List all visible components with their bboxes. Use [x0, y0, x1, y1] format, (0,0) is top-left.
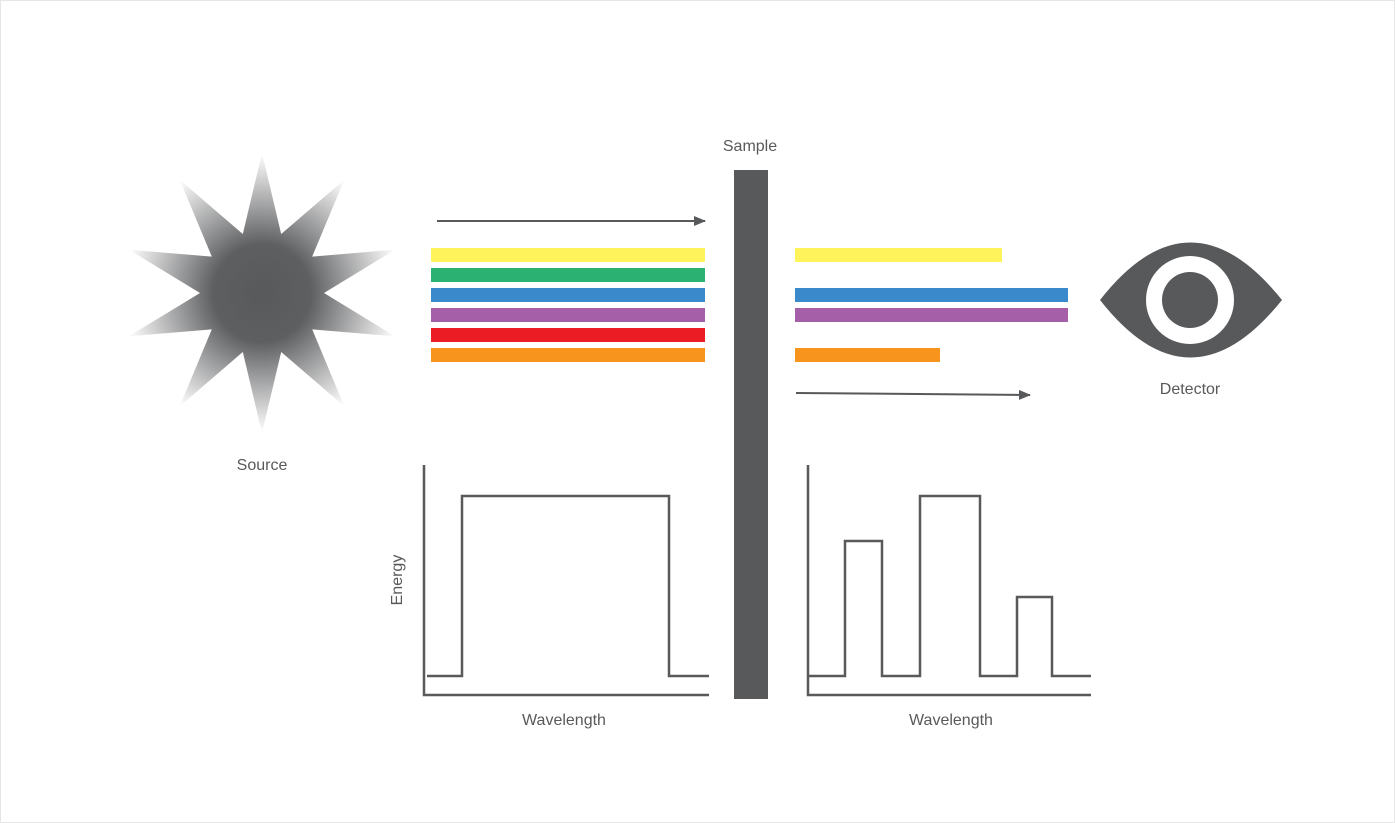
incident-bands: [431, 248, 705, 362]
band: [795, 348, 940, 362]
band: [431, 308, 705, 322]
detector-label: Detector: [1160, 381, 1221, 398]
axes: [422, 465, 709, 697]
pupil: [1162, 272, 1218, 328]
spectrum-line: [808, 494, 1091, 678]
sample-bar: [734, 170, 768, 699]
x-axis-label: Wavelength: [522, 712, 606, 729]
transmitted-bands: [795, 248, 1068, 362]
band: [431, 268, 705, 282]
source-label: Source: [237, 457, 288, 474]
band: [431, 348, 705, 362]
x-axis-label: Wavelength: [909, 712, 993, 729]
band: [431, 248, 705, 262]
output-spectrum: Wavelength: [806, 465, 1091, 729]
band: [795, 248, 1002, 262]
source-star: [128, 153, 396, 433]
eye-icon: [1100, 242, 1282, 358]
y-axis-label: Energy: [389, 555, 406, 606]
band: [431, 328, 705, 342]
band: [795, 308, 1068, 322]
band: [431, 288, 705, 302]
axes: [806, 465, 1091, 697]
arrow: [795, 389, 1031, 400]
band: [795, 288, 1068, 302]
input-spectrum: Energy Wavelength: [389, 465, 709, 729]
sample-label: Sample: [723, 138, 777, 155]
spectrum-line: [427, 494, 709, 678]
